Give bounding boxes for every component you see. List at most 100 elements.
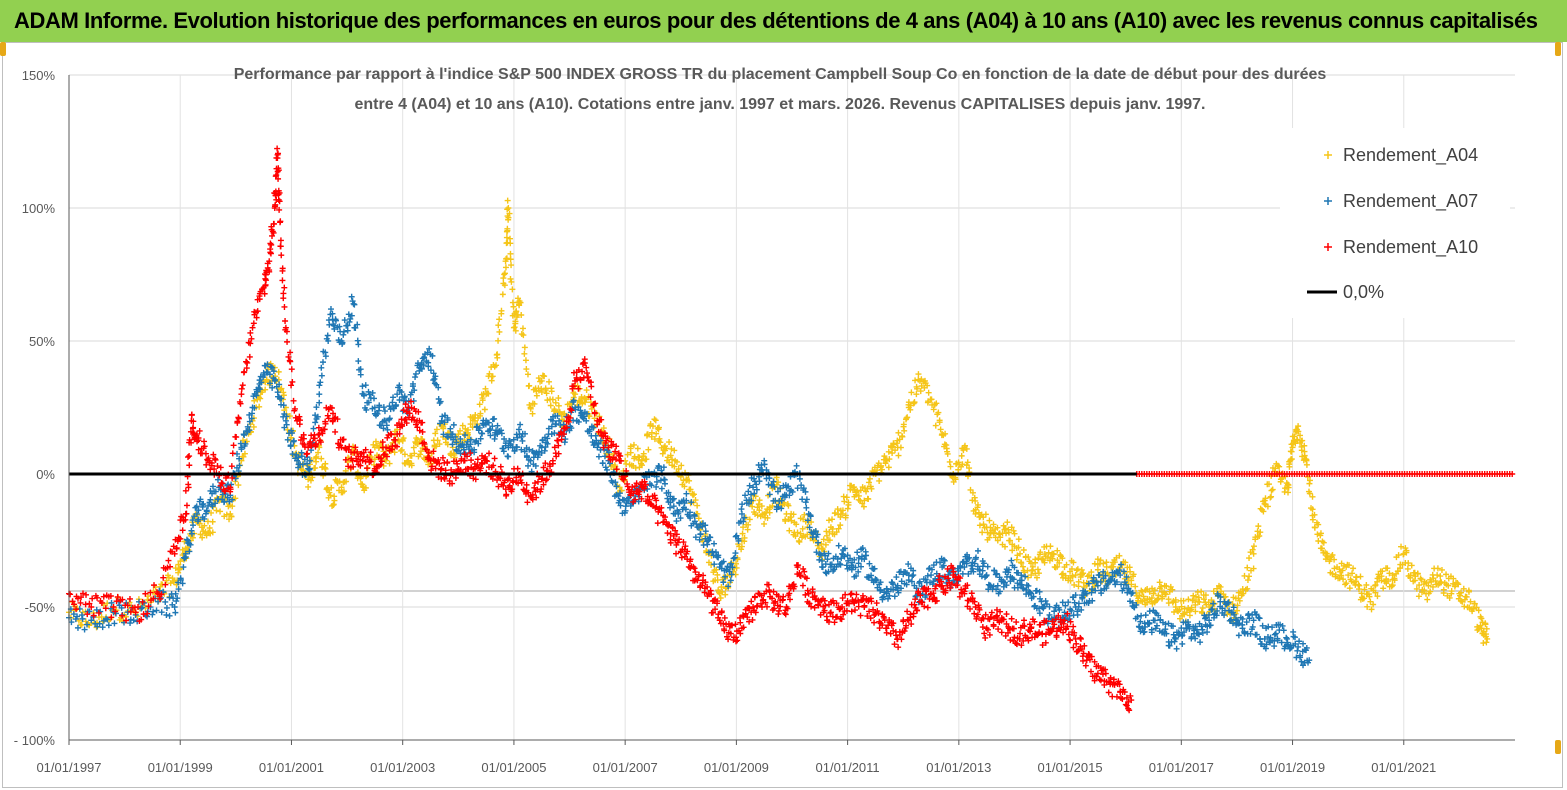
marker-Rendement_A10: [452, 474, 459, 481]
marker-Rendement_A04: [1058, 571, 1065, 578]
marker-Rendement_A04: [900, 421, 907, 428]
marker-Rendement_A10: [782, 611, 789, 618]
marker-Rendement_A04: [1019, 563, 1026, 570]
marker-Rendement_A04: [839, 507, 846, 514]
marker-Rendement_A10: [486, 450, 493, 457]
x-tick-label: 01/01/1997: [36, 760, 101, 775]
marker-Rendement_A04: [634, 445, 641, 452]
x-tick-label: 01/01/2005: [481, 760, 546, 775]
marker-Rendement_A04: [521, 344, 528, 351]
marker-Rendement_A04: [974, 501, 981, 508]
marker-Rendement_A07: [355, 341, 362, 348]
marker-Rendement_A04: [504, 227, 511, 234]
marker-Rendement_A04: [1171, 608, 1178, 615]
marker-Rendement_A10: [1113, 693, 1120, 700]
marker-Rendement_A07: [149, 611, 156, 618]
marker-Rendement_A04: [1035, 555, 1042, 562]
marker-Rendement_A04: [1172, 596, 1179, 603]
marker-Rendement_A04: [643, 432, 650, 439]
marker-Rendement_A04: [1072, 572, 1079, 579]
marker-Rendement_A10: [1021, 617, 1028, 624]
marker-Rendement_A04: [305, 483, 312, 490]
marker-Rendement_A07: [310, 425, 317, 432]
marker-Rendement_A04: [790, 511, 797, 518]
marker-Rendement_A04: [936, 419, 943, 426]
marker-Rendement_A04: [511, 324, 518, 331]
marker-Rendement_A04: [1070, 559, 1077, 566]
marker-Rendement_A04: [523, 366, 530, 373]
marker-Rendement_A04: [1415, 593, 1422, 600]
marker-Rendement_A04: [667, 452, 674, 459]
marker-Rendement_A04: [1380, 585, 1387, 592]
marker-Rendement_A04: [932, 422, 939, 429]
marker-Rendement_A10: [514, 465, 521, 472]
marker-Rendement_A04: [755, 501, 762, 508]
marker-Rendement_A04: [305, 476, 312, 483]
marker-Rendement_A04: [1127, 568, 1134, 575]
marker-Rendement_A04: [1106, 572, 1113, 579]
y-tick-label: 100%: [22, 201, 56, 216]
chart-title-line-1: Performance par rapport à l'indice S&P 5…: [234, 66, 1327, 83]
marker-Rendement_A04: [708, 561, 715, 568]
marker-Rendement_A04: [75, 617, 82, 624]
marker-Rendement_A04: [1150, 590, 1157, 597]
marker-Rendement_A07: [105, 622, 112, 629]
marker-Rendement_A04: [513, 308, 520, 315]
marker-Rendement_A04: [519, 325, 526, 332]
marker-Rendement_A04: [837, 522, 844, 529]
marker-Rendement_A04: [651, 416, 658, 423]
marker-Rendement_A04: [1020, 547, 1027, 554]
marker-Rendement_A04: [861, 497, 868, 504]
marker-Rendement_A10: [847, 591, 854, 598]
marker-Rendement_A10: [981, 630, 988, 637]
marker-Rendement_A10: [281, 303, 288, 310]
marker-Rendement_A07: [1197, 639, 1204, 646]
marker-Rendement_A07: [835, 542, 842, 549]
marker-Rendement_A04: [397, 447, 404, 454]
marker-Rendement_A04: [343, 478, 350, 485]
marker-Rendement_A04: [761, 520, 768, 527]
marker-Rendement_A04: [399, 437, 406, 444]
marker-Rendement_A04: [1195, 594, 1202, 601]
marker-Rendement_A04: [645, 446, 652, 453]
marker-Rendement_A04: [1067, 577, 1074, 584]
marker-Rendement_A07: [359, 383, 366, 390]
marker-Rendement_A04: [1047, 543, 1054, 550]
marker-Rendement_A04: [1007, 537, 1014, 544]
marker-Rendement_A04: [477, 412, 484, 419]
marker-Rendement_A04: [649, 423, 656, 430]
chart-title-line-2: entre 4 (A04) et 10 ans (A10). Cotations…: [355, 96, 1206, 113]
marker-Rendement_A04: [837, 514, 844, 521]
marker-Rendement_A04: [1001, 543, 1008, 550]
marker-Rendement_A04: [496, 316, 503, 323]
marker-Rendement_A10: [895, 644, 902, 651]
marker-Rendement_A04: [1303, 461, 1310, 468]
marker-Rendement_A07: [1008, 557, 1015, 564]
marker-Rendement_A04: [208, 509, 215, 516]
marker-Rendement_A07: [505, 453, 512, 460]
marker-Rendement_A04: [1180, 597, 1187, 604]
marker-Rendement_A10: [284, 338, 291, 345]
marker-Rendement_A04: [1094, 566, 1101, 573]
marker-Rendement_A07: [761, 461, 768, 468]
marker-Rendement_A04: [794, 529, 801, 536]
marker-Rendement_A04: [739, 530, 746, 537]
marker-Rendement_A07: [595, 453, 602, 460]
marker-Rendement_A04: [538, 377, 545, 384]
marker-Rendement_A07: [214, 476, 221, 483]
marker-Rendement_A04: [933, 400, 940, 407]
marker-Rendement_A04: [1350, 565, 1357, 572]
marker-Rendement_A04: [505, 214, 512, 221]
marker-Rendement_A04: [386, 460, 393, 467]
marker-Rendement_A04: [1088, 569, 1095, 576]
marker-Rendement_A04: [1111, 559, 1118, 566]
marker-Rendement_A04: [917, 388, 924, 395]
marker-Rendement_A04: [322, 465, 329, 472]
marker-Rendement_A04: [1008, 524, 1015, 531]
marker-Rendement_A04: [905, 399, 912, 406]
marker-Rendement_A04: [552, 399, 559, 406]
marker-Rendement_A07: [313, 404, 320, 411]
marker-Rendement_A04: [1244, 564, 1251, 571]
marker-Rendement_A04: [494, 354, 501, 361]
marker-Rendement_A04: [648, 433, 655, 440]
